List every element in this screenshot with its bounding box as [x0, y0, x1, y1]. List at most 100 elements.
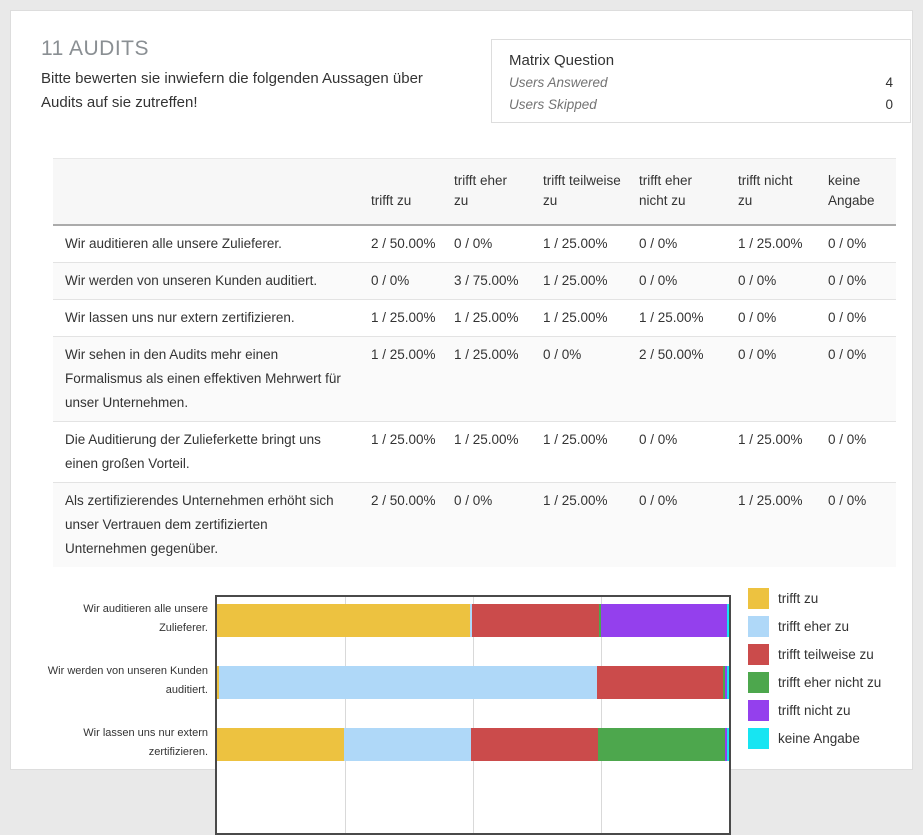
- value-cell: 0 / 0%: [444, 225, 533, 263]
- legend-item: trifft teilweise zu: [748, 644, 881, 665]
- chart-bar-segment-keine-Angabe: [727, 604, 729, 637]
- stat-row-answered: Users Answered 4: [509, 72, 893, 94]
- statement-cell: Die Auditierung der Zulieferkette bringt…: [53, 421, 361, 483]
- legend-swatch: [748, 700, 769, 721]
- legend-item: trifft zu: [748, 588, 881, 609]
- legend-swatch: [748, 644, 769, 665]
- legend-item: trifft nicht zu: [748, 700, 881, 721]
- chart-gridline: [473, 597, 474, 833]
- value-cell: 1 / 25.00%: [533, 421, 629, 483]
- column-header: trifft eher nicht zu: [629, 158, 728, 226]
- value-cell: 0 / 0%: [818, 299, 896, 337]
- value-cell: 1 / 25.00%: [629, 299, 728, 337]
- column-header: trifft eher zu: [444, 158, 533, 226]
- matrix-table-body: Wir auditieren alle unsere Zulieferer. 2 …: [53, 225, 896, 567]
- value-cell: 1 / 25.00%: [533, 299, 629, 337]
- column-header: keine Angabe: [818, 158, 896, 226]
- legend-label: trifft teilweise zu: [778, 647, 874, 662]
- value-cell: 0 / 0%: [629, 225, 728, 263]
- table-row: Wir werden von unseren Kunden auditiert.…: [53, 262, 896, 300]
- value-cell: 2 / 50.00%: [361, 482, 444, 567]
- value-cell: 1 / 25.00%: [728, 225, 818, 263]
- chart-bar-segment-trifft-nicht-zu: [725, 666, 727, 699]
- value-cell: 0 / 0%: [361, 262, 444, 300]
- value-cell: 1 / 25.00%: [444, 421, 533, 483]
- value-cell: 0 / 0%: [533, 336, 629, 422]
- chart-legend: trifft zu trifft eher zu trifft teilweise …: [748, 588, 881, 756]
- statement-cell: Wir lassen uns nur extern zertifizieren.: [53, 299, 361, 337]
- page-subtitle: Bitte bewerten sie inwiefern die folgend…: [41, 70, 423, 111]
- value-cell: 0 / 0%: [629, 262, 728, 300]
- statement-cell: Als zertifizierendes Unternehmen erhöht …: [53, 482, 361, 567]
- matrix-table-header: trifft zu trifft eher zu trifft teilweise …: [53, 158, 896, 226]
- chart-plot-area: [215, 595, 731, 835]
- chart-bar-segment-keine-Angabe: [727, 728, 729, 761]
- legend-item: trifft eher nicht zu: [748, 672, 881, 693]
- users-skipped-label: Users Skipped: [509, 97, 597, 112]
- chart-bar: [217, 604, 729, 637]
- chart-bar-segment-trifft-teilweise-zu: [597, 666, 723, 699]
- legend-label: trifft zu: [778, 591, 819, 606]
- value-cell: 1 / 25.00%: [533, 482, 629, 567]
- value-cell: 1 / 25.00%: [728, 421, 818, 483]
- value-cell: 1 / 25.00%: [728, 482, 818, 567]
- value-cell: 0 / 0%: [818, 336, 896, 422]
- statement-cell: Wir sehen in den Audits mehr einen Forma…: [53, 336, 361, 422]
- question-type-title: Matrix Question: [509, 52, 615, 69]
- chart-row-label: Wir werden von unseren Kunden auditiert.: [47, 664, 208, 696]
- table-row: Als zertifizierendes Unternehmen erhöht …: [53, 482, 896, 567]
- chart-bar-segment-trifft-nicht-zu: [725, 728, 727, 761]
- chart-bar-segment-trifft-teilweise-zu: [472, 604, 599, 637]
- value-cell: 0 / 0%: [728, 299, 818, 337]
- legend-swatch: [748, 728, 769, 749]
- value-cell: 0 / 0%: [728, 336, 818, 422]
- legend-swatch: [748, 616, 769, 637]
- chart-bar-segment-trifft-zu: [217, 604, 470, 637]
- page-title: 11 AUDITS: [41, 37, 149, 60]
- users-answered-label: Users Answered: [509, 75, 608, 90]
- value-cell: 0 / 0%: [728, 262, 818, 300]
- chart-bar-segment-trifft-eher-zu: [344, 728, 471, 761]
- chart-gridline: [345, 597, 346, 833]
- table-row: Wir auditieren alle unsere Zulieferer. 2 …: [53, 225, 896, 263]
- value-cell: 3 / 75.00%: [444, 262, 533, 300]
- legend-label: trifft eher nicht zu: [778, 675, 882, 690]
- users-skipped-value: 0: [885, 97, 893, 112]
- table-row: Wir sehen in den Audits mehr einen Forma…: [53, 336, 896, 422]
- legend-label: trifft nicht zu: [778, 703, 851, 718]
- value-cell: 1 / 25.00%: [361, 336, 444, 422]
- chart-bar-segment-trifft-eher-nicht-zu: [723, 666, 725, 699]
- value-cell: 0 / 0%: [818, 482, 896, 567]
- statement-cell: Wir werden von unseren Kunden auditiert.: [53, 262, 361, 300]
- value-cell: 1 / 25.00%: [361, 299, 444, 337]
- chart-bar-segment-trifft-nicht-zu: [600, 604, 727, 637]
- value-cell: 0 / 0%: [818, 262, 896, 300]
- chart-bar-segment-trifft-eher-nicht-zu: [598, 604, 601, 637]
- users-answered-value: 4: [885, 75, 893, 90]
- legend-label: trifft eher zu: [778, 619, 850, 634]
- legend-item: trifft eher zu: [748, 616, 881, 637]
- column-header: trifft teilweise zu: [533, 158, 629, 226]
- matrix-results-table: trifft zu trifft eher zu trifft teilweise …: [53, 158, 896, 567]
- table-row: Wir lassen uns nur extern zertifizieren.…: [53, 299, 896, 337]
- stat-row-skipped: Users Skipped 0: [509, 94, 893, 116]
- statement-column-header: [53, 158, 361, 226]
- value-cell: 1 / 25.00%: [533, 262, 629, 300]
- chart-bar-segment-keine-Angabe: [727, 666, 729, 699]
- legend-swatch: [748, 588, 769, 609]
- value-cell: 2 / 50.00%: [629, 336, 728, 422]
- chart-gridline: [601, 597, 602, 833]
- chart-bar-segment-trifft-teilweise-zu: [471, 728, 598, 761]
- column-header: trifft zu: [361, 158, 444, 226]
- report-card: 11 AUDITS Bitte bewerten sie inwiefern d…: [10, 10, 913, 835]
- stacked-bar-chart: Wir auditieren alle unsere Zulieferer. Wi…: [11, 588, 923, 835]
- value-cell: 1 / 25.00%: [444, 336, 533, 422]
- legend-swatch: [748, 672, 769, 693]
- value-cell: 1 / 25.00%: [533, 225, 629, 263]
- legend-label: keine Angabe: [778, 731, 860, 746]
- value-cell: 0 / 0%: [818, 225, 896, 263]
- chart-bar-segment-trifft-eher-zu: [219, 666, 597, 699]
- value-cell: 0 / 0%: [629, 421, 728, 483]
- legend-item: keine Angabe: [748, 728, 881, 749]
- chart-bar: [217, 728, 729, 761]
